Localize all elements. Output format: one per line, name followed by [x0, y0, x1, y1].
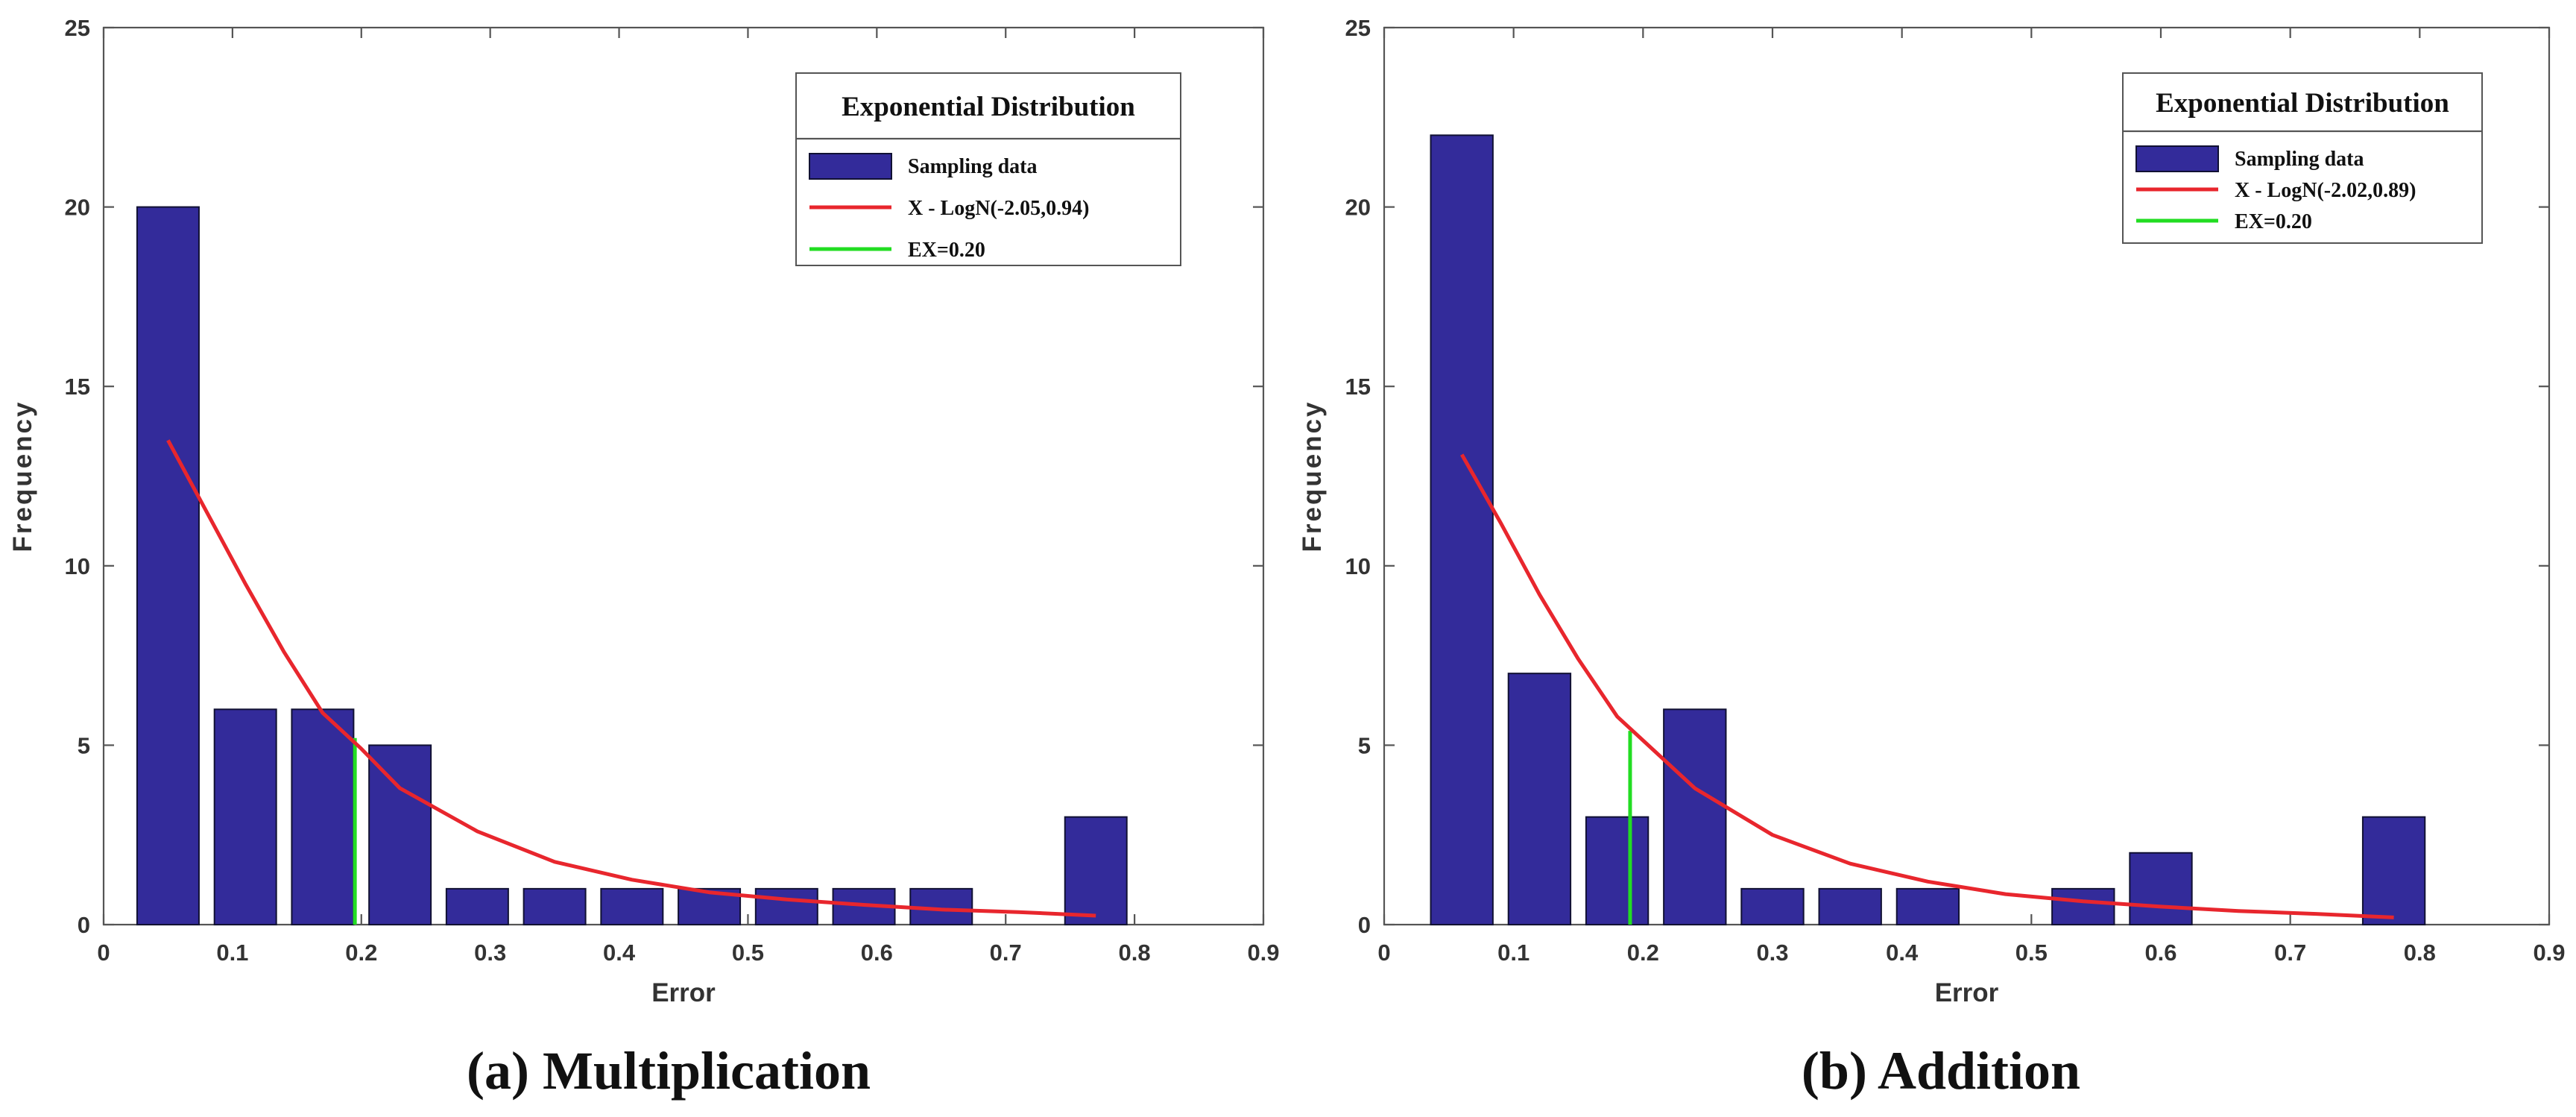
histogram-bar [213, 708, 277, 926]
legend-item-label: X - LogN(-2.05,0.94) [908, 197, 1089, 220]
x-tick-label: 0.4 [1886, 940, 1919, 966]
y-tick-label: 5 [1358, 732, 1371, 758]
y-tick-label: 5 [78, 732, 90, 758]
x-tick-label: 0 [1377, 940, 1390, 966]
chart-addition: 0 0.1 0.2 0.3 0.4 0.5 0.6 0.7 0.8 0.9 0 5 10 15 20 25 Er… [1298, 15, 2566, 1101]
histogram-bar [754, 887, 818, 926]
x-tick-label: 0.8 [2404, 940, 2436, 966]
histogram-bar [291, 708, 355, 926]
histogram-bar [1663, 708, 1727, 926]
y-tick-label: 15 [1345, 374, 1371, 400]
x-tick-label: 0.7 [2274, 940, 2306, 966]
legend-title: Exponential Distribution [2156, 88, 2449, 119]
legend-title: Exponential Distribution [842, 92, 1135, 122]
histogram-bar [1430, 134, 1494, 926]
y-tick-label: 25 [1345, 15, 1371, 41]
y-tick-label: 0 [1358, 912, 1371, 938]
histogram-bar [2051, 887, 2115, 926]
histogram-bar [2129, 852, 2193, 926]
x-tick-label: 0.5 [732, 940, 764, 966]
y-axis-label: Frequency [8, 400, 37, 553]
plot-frame [1383, 26, 2551, 926]
legend-item-label: EX=0.20 [908, 239, 985, 262]
histogram-bar [368, 744, 432, 926]
histogram-bar [1740, 887, 1805, 926]
x-axis-label: Error [651, 978, 716, 1007]
x-tick-label: 0.6 [2144, 940, 2176, 966]
y-tick-label: 10 [65, 553, 90, 579]
legend-swatch-bar [809, 153, 892, 180]
x-tick-label: 0.2 [1627, 940, 1659, 966]
y-axis-label: Frequency [1298, 400, 1327, 553]
figure-caption: (a) Multiplication [467, 1041, 871, 1101]
x-tick-label: 0.2 [345, 940, 377, 966]
histogram-bar [1064, 816, 1128, 926]
histogram-bar [1818, 887, 1882, 926]
x-tick-label: 0.6 [861, 940, 893, 966]
histogram-bar [1585, 816, 1650, 926]
chart-multiplication: 0 0.1 0.2 0.3 0.4 0.5 0.6 0.7 0.8 0.9 0 5 10 15 20 25 Er… [8, 15, 1280, 1101]
histogram-bar [2361, 816, 2426, 926]
histogram-bar [1507, 673, 1572, 925]
y-tick-label: 25 [65, 15, 90, 41]
legend-item-label: X - LogN(-2.02,0.89) [2235, 179, 2416, 202]
y-tick-label: 0 [78, 912, 90, 938]
x-tick-label: 0 [97, 940, 110, 966]
histogram-bar [1895, 887, 1960, 926]
histogram-bar [136, 206, 200, 926]
histogram-bar [600, 887, 664, 926]
y-tick-label: 10 [1345, 553, 1371, 579]
x-tick-label: 0.8 [1119, 940, 1151, 966]
y-tick-label: 20 [1345, 195, 1371, 221]
legend-item-label: EX=0.20 [2235, 210, 2312, 233]
legend-item-label: Sampling data [908, 155, 1038, 178]
y-tick-label: 20 [65, 195, 90, 221]
x-axis-label: Error [1935, 978, 1999, 1007]
histogram-bar [523, 887, 587, 926]
x-tick-label: 0.1 [216, 940, 248, 966]
figure-caption: (b) Addition [1802, 1041, 2080, 1101]
x-tick-label: 0.3 [1756, 940, 1788, 966]
histogram-bar [445, 887, 509, 926]
x-tick-label: 0.9 [1247, 940, 1279, 966]
legend-item-label: Sampling data [2235, 148, 2364, 171]
legend-swatch-bar [2135, 145, 2219, 172]
x-tick-label: 0.7 [990, 940, 1022, 966]
x-tick-label: 0.3 [474, 940, 506, 966]
lognormal-fit-curve [1460, 453, 2394, 919]
y-tick-label: 15 [65, 374, 90, 400]
x-tick-label: 0.1 [1497, 940, 1530, 966]
x-tick-label: 0.4 [603, 940, 636, 966]
x-tick-label: 0.9 [2533, 940, 2565, 966]
lognormal-fit-curve [166, 439, 1096, 918]
x-tick-label: 0.5 [2015, 940, 2048, 966]
